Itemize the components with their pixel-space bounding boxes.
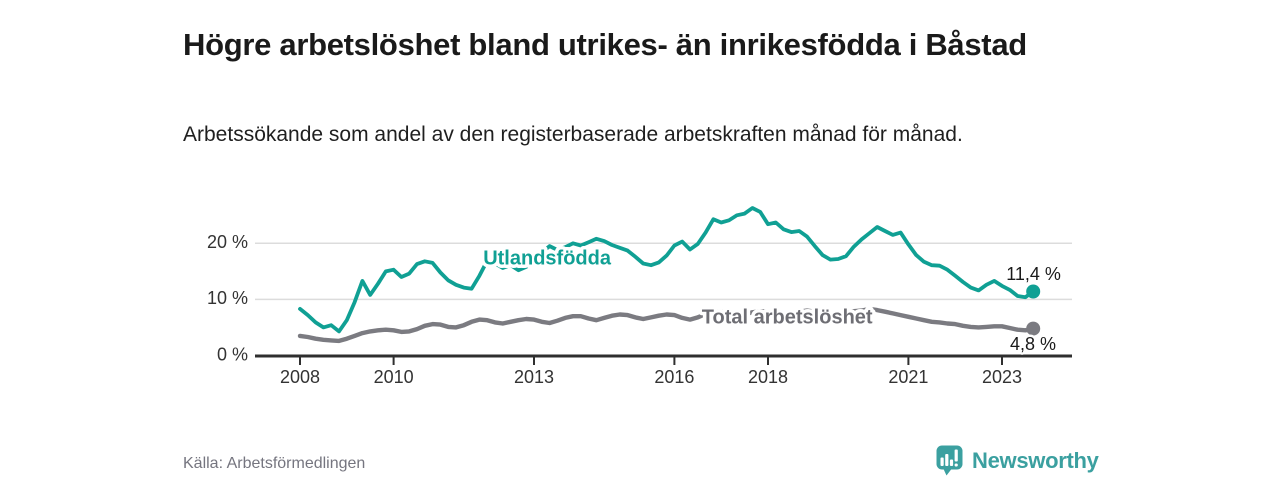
chart-title: Högre arbetslöshet bland utrikes- än inr…: [183, 26, 1027, 62]
series-end-value-label: 4,8 %: [1010, 334, 1056, 354]
x-axis-tick-label: 2018: [748, 367, 788, 387]
y-axis-tick-label: 0 %: [217, 344, 248, 364]
x-axis-tick-label: 2008: [280, 367, 320, 387]
series-end-value-label: 11,4 %: [1006, 264, 1061, 284]
y-axis-tick-label: 20 %: [207, 232, 248, 252]
series-end-dot: [1026, 321, 1041, 336]
newsworthy-logo-text: Newsworthy: [972, 447, 1099, 473]
series-line-teal: [298, 206, 1036, 334]
series-inline-label: Total arbetslöshet: [702, 306, 873, 328]
source-note: Källa: Arbetsförmedlingen: [183, 455, 366, 472]
y-axis-tick-label: 10 %: [207, 288, 248, 308]
x-axis-tick-label: 2013: [514, 367, 554, 387]
x-axis-tick-label: 2016: [654, 367, 694, 387]
newsworthy-logo: Newsworthy: [936, 445, 1099, 476]
series-end-dot: [1026, 284, 1041, 299]
chart-subtitle: Arbetssökande som andel av den registerb…: [183, 123, 963, 146]
x-axis-tick-label: 2021: [888, 367, 928, 387]
series-inline-label: Utlandsfödda: [483, 247, 612, 269]
x-axis-tick-label: 2023: [982, 367, 1022, 387]
series-line-gray_line: [297, 306, 1036, 344]
x-axis-tick-label: 2010: [374, 367, 414, 387]
newsworthy-bubble-chart-icon: [936, 445, 963, 476]
